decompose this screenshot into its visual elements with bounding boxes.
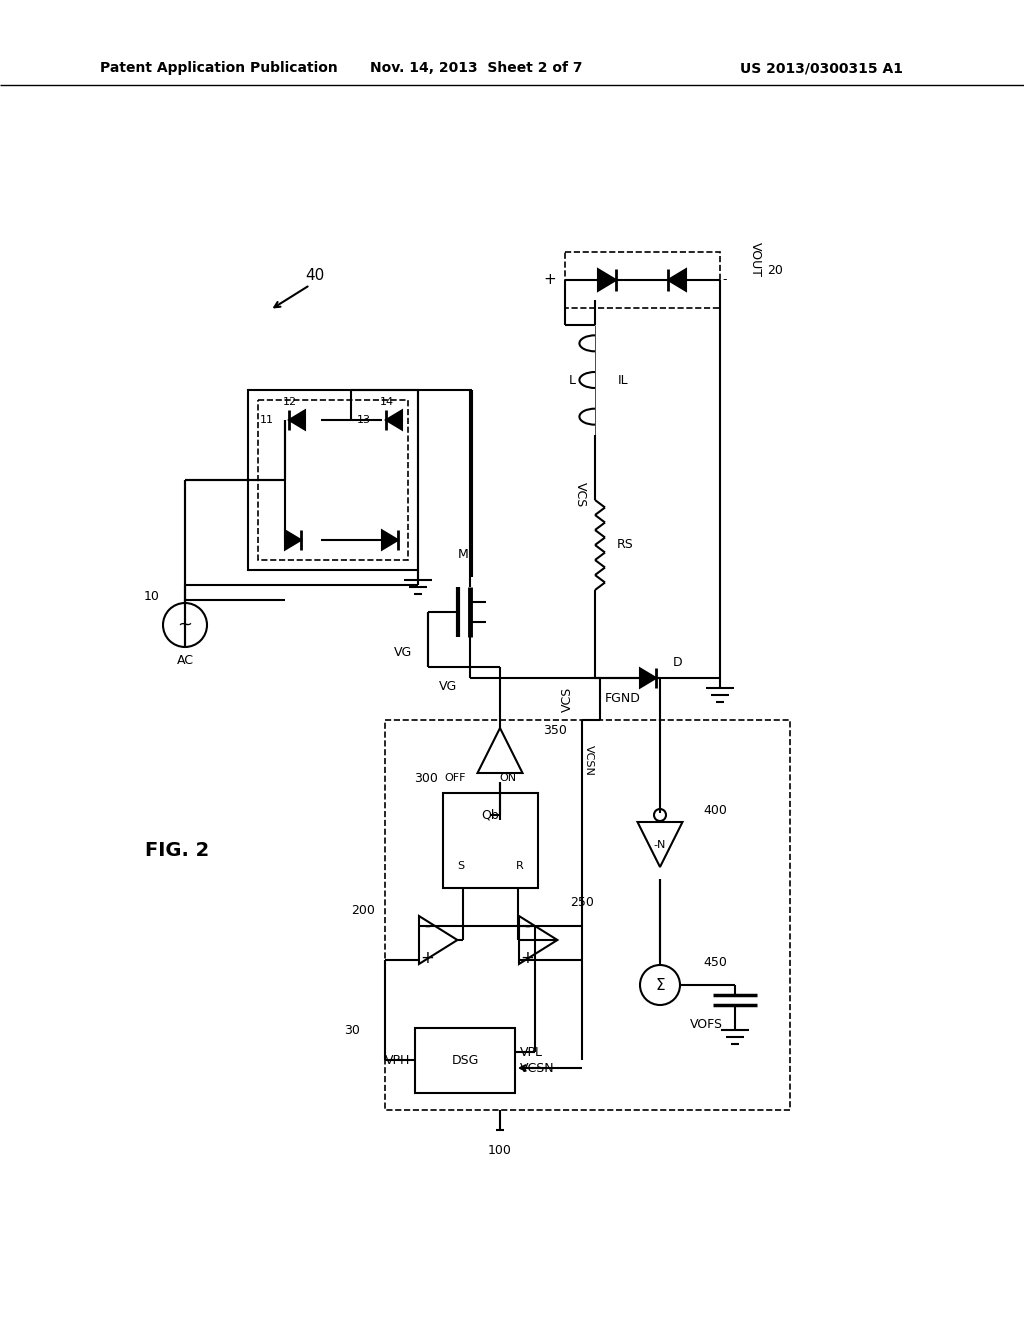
Text: US 2013/0300315 A1: US 2013/0300315 A1 (740, 61, 903, 75)
Text: Patent Application Publication: Patent Application Publication (100, 61, 338, 75)
Text: Σ: Σ (655, 978, 665, 993)
Bar (443, 793, 538, 888)
Text: VCSN: VCSN (520, 1061, 555, 1074)
Text: VPL: VPL (520, 1045, 543, 1059)
Text: 100: 100 (488, 1143, 512, 1156)
Text: 350: 350 (543, 723, 567, 737)
Text: VG: VG (439, 681, 457, 693)
Text: RS: RS (617, 539, 634, 552)
Text: M: M (458, 548, 468, 561)
Text: VOFS: VOFS (690, 1019, 723, 1031)
Text: 450: 450 (703, 957, 727, 969)
Bar (565, 252, 720, 308)
Circle shape (163, 603, 207, 647)
Text: 12: 12 (283, 397, 297, 407)
Text: 250: 250 (570, 895, 594, 908)
Text: VCS: VCS (573, 482, 587, 508)
Text: 300: 300 (414, 771, 438, 784)
Polygon shape (640, 668, 656, 688)
Text: R: R (516, 861, 524, 871)
Bar (248, 389, 418, 570)
Text: AC: AC (176, 653, 194, 667)
Text: Nov. 14, 2013  Sheet 2 of 7: Nov. 14, 2013 Sheet 2 of 7 (370, 61, 583, 75)
Circle shape (654, 809, 666, 821)
Polygon shape (477, 729, 522, 774)
Bar (415, 1028, 515, 1093)
Polygon shape (285, 531, 301, 549)
Text: S: S (458, 861, 465, 871)
Text: 20: 20 (767, 264, 783, 276)
Text: IL: IL (618, 374, 629, 387)
Polygon shape (598, 269, 616, 290)
Text: Qb: Qb (481, 808, 499, 821)
Text: 400: 400 (703, 804, 727, 817)
Circle shape (640, 965, 680, 1005)
Text: +: + (420, 949, 434, 968)
Polygon shape (638, 822, 683, 867)
Text: 200: 200 (351, 903, 375, 916)
Text: DSG: DSG (452, 1053, 478, 1067)
Text: D: D (673, 656, 683, 669)
Text: +: + (520, 949, 534, 968)
Text: VPH: VPH (385, 1053, 410, 1067)
Text: VCSN: VCSN (584, 744, 594, 775)
Text: VOUT: VOUT (749, 243, 762, 277)
Text: -: - (424, 917, 430, 935)
Polygon shape (382, 531, 398, 549)
Text: +: + (544, 272, 556, 288)
Text: -: - (524, 917, 530, 935)
Text: FGND: FGND (605, 692, 641, 705)
Bar (258, 400, 408, 560)
Text: L: L (568, 374, 575, 387)
Bar (385, 719, 790, 1110)
Text: 14: 14 (380, 397, 394, 407)
Polygon shape (289, 411, 305, 429)
Text: 10: 10 (144, 590, 160, 603)
Polygon shape (386, 411, 402, 429)
Text: 30: 30 (344, 1023, 360, 1036)
Text: 11: 11 (260, 414, 274, 425)
Text: ON: ON (500, 774, 516, 783)
Text: FIG. 2: FIG. 2 (145, 841, 209, 859)
Polygon shape (668, 269, 686, 290)
Text: -: - (723, 273, 727, 286)
Text: VG: VG (394, 645, 412, 659)
Text: 13: 13 (357, 414, 371, 425)
Polygon shape (419, 916, 458, 964)
Text: 40: 40 (305, 268, 325, 282)
Text: -N: -N (653, 840, 667, 850)
Text: ~: ~ (177, 616, 193, 634)
Polygon shape (519, 916, 557, 964)
Text: VCS: VCS (560, 686, 573, 711)
Text: OFF: OFF (444, 774, 466, 783)
